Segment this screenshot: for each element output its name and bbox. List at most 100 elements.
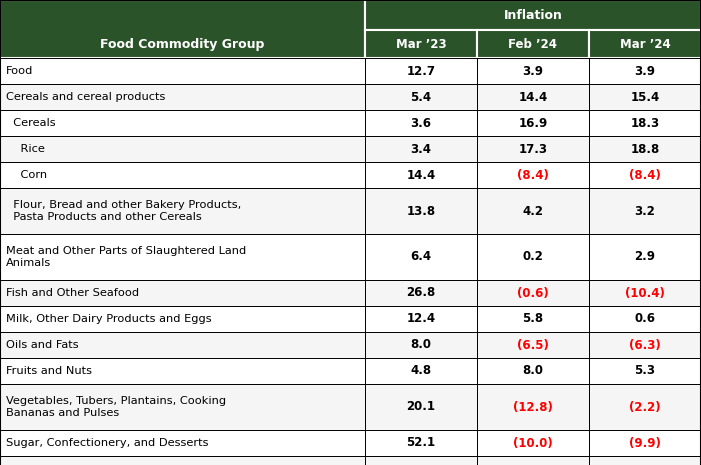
Text: Rice: Rice: [6, 144, 45, 154]
Text: Fish and Other Seafood: Fish and Other Seafood: [6, 288, 139, 298]
Text: 3.4: 3.4: [411, 142, 432, 155]
Bar: [589, 58, 701, 84]
Text: (8.4): (8.4): [517, 168, 549, 181]
Text: 2.9: 2.9: [634, 251, 655, 264]
Text: (10.4): (10.4): [625, 286, 665, 299]
Bar: [589, 30, 701, 58]
Text: 17.3: 17.3: [519, 142, 547, 155]
Text: (2.2): (2.2): [629, 400, 661, 413]
Text: (10.0): (10.0): [513, 437, 553, 450]
Bar: [365, 136, 477, 162]
Text: 18.3: 18.3: [630, 117, 660, 129]
Text: 4.8: 4.8: [411, 365, 432, 378]
Bar: [0, 136, 365, 162]
Bar: [589, 84, 701, 110]
Text: 5.3: 5.3: [634, 365, 655, 378]
Text: Fruits and Nuts: Fruits and Nuts: [6, 366, 92, 376]
Bar: [477, 306, 589, 332]
Text: (8.4): (8.4): [629, 168, 661, 181]
Bar: [0, 84, 365, 110]
Text: 26.8: 26.8: [407, 286, 435, 299]
Text: 8.0: 8.0: [411, 339, 432, 352]
Text: 12.7: 12.7: [407, 65, 435, 78]
Text: (0.6): (0.6): [517, 286, 549, 299]
Bar: [589, 306, 701, 332]
Bar: [0, 384, 365, 430]
Bar: [365, 384, 477, 430]
Text: 5.4: 5.4: [411, 91, 432, 104]
Bar: [365, 234, 477, 280]
Bar: [477, 58, 589, 84]
Text: Corn: Corn: [6, 170, 47, 180]
Text: Sugar, Confectionery, and Desserts: Sugar, Confectionery, and Desserts: [6, 438, 208, 448]
Bar: [365, 188, 477, 234]
Bar: [589, 162, 701, 188]
Bar: [365, 110, 477, 136]
Bar: [477, 30, 589, 58]
Bar: [365, 306, 477, 332]
Bar: [0, 234, 365, 280]
Text: 6.4: 6.4: [411, 251, 432, 264]
Bar: [0, 280, 365, 306]
Text: 14.4: 14.4: [407, 168, 435, 181]
Text: Food Commodity Group: Food Commodity Group: [100, 38, 265, 51]
Bar: [477, 110, 589, 136]
Bar: [365, 30, 477, 58]
Text: 18.8: 18.8: [630, 142, 660, 155]
Bar: [0, 58, 365, 84]
Bar: [0, 0, 365, 58]
Text: 0.6: 0.6: [634, 312, 655, 326]
Bar: [0, 110, 365, 136]
Text: Feb ’24: Feb ’24: [508, 38, 557, 51]
Bar: [365, 358, 477, 384]
Text: Mar ’23: Mar ’23: [395, 38, 447, 51]
Text: Inflation: Inflation: [503, 8, 562, 21]
Text: 3.9: 3.9: [634, 65, 655, 78]
Text: 4.2: 4.2: [522, 205, 543, 218]
Bar: [477, 332, 589, 358]
Bar: [589, 188, 701, 234]
Bar: [477, 136, 589, 162]
Text: (6.3): (6.3): [629, 339, 661, 352]
Text: (12.8): (12.8): [513, 400, 553, 413]
Bar: [477, 358, 589, 384]
Bar: [0, 162, 365, 188]
Text: Mar ’24: Mar ’24: [620, 38, 670, 51]
Text: 3.2: 3.2: [634, 205, 655, 218]
Bar: [589, 234, 701, 280]
Text: Cereals and cereal products: Cereals and cereal products: [6, 92, 165, 102]
Bar: [477, 430, 589, 456]
Bar: [589, 456, 701, 465]
Bar: [365, 58, 477, 84]
Text: 14.4: 14.4: [518, 91, 547, 104]
Text: 0.2: 0.2: [522, 251, 543, 264]
Bar: [0, 188, 365, 234]
Text: 3.9: 3.9: [522, 65, 543, 78]
Text: (9.9): (9.9): [629, 437, 661, 450]
Bar: [365, 84, 477, 110]
Bar: [589, 384, 701, 430]
Text: Milk, Other Dairy Products and Eggs: Milk, Other Dairy Products and Eggs: [6, 314, 212, 324]
Bar: [0, 306, 365, 332]
Bar: [477, 234, 589, 280]
Bar: [0, 456, 365, 465]
Bar: [589, 280, 701, 306]
Bar: [477, 456, 589, 465]
Bar: [589, 110, 701, 136]
Text: 3.6: 3.6: [411, 117, 432, 129]
Text: Meat and Other Parts of Slaughtered Land
Animals: Meat and Other Parts of Slaughtered Land…: [6, 246, 246, 268]
Text: 8.0: 8.0: [522, 365, 543, 378]
Text: 12.4: 12.4: [407, 312, 435, 326]
Text: Oils and Fats: Oils and Fats: [6, 340, 79, 350]
Bar: [0, 332, 365, 358]
Text: 5.8: 5.8: [522, 312, 543, 326]
Text: 52.1: 52.1: [407, 437, 435, 450]
Bar: [477, 384, 589, 430]
Bar: [477, 162, 589, 188]
Bar: [589, 358, 701, 384]
Text: 16.9: 16.9: [518, 117, 547, 129]
Bar: [365, 162, 477, 188]
Text: (6.5): (6.5): [517, 339, 549, 352]
Text: 13.8: 13.8: [407, 205, 435, 218]
Bar: [589, 332, 701, 358]
